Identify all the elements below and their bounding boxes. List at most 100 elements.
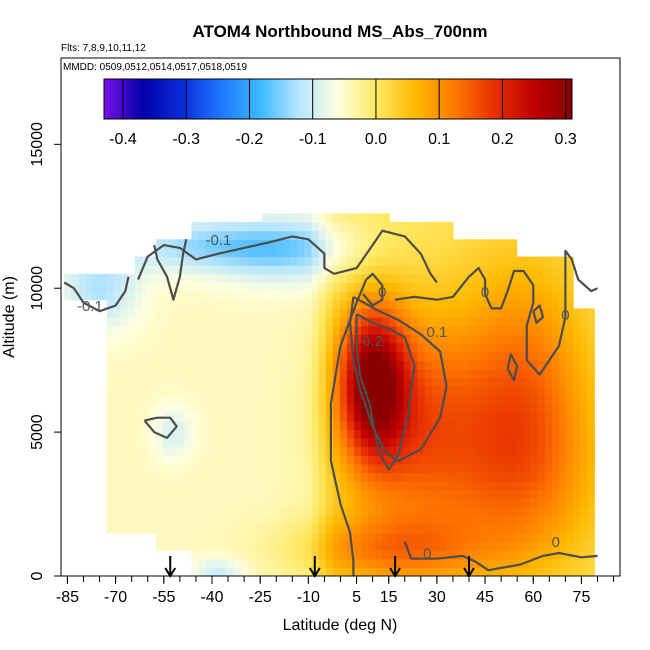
heat-cell [544, 282, 553, 292]
colorbar-tick-label: 0.1 [428, 131, 450, 148]
heat-cell [233, 455, 242, 465]
heat-cell [403, 291, 412, 301]
heat-cell [92, 273, 101, 284]
heat-cell [191, 351, 200, 361]
heat-cell [276, 498, 284, 508]
heat-cell [170, 524, 178, 534]
heat-cell [325, 291, 334, 301]
heat-cell [537, 446, 546, 456]
heat-cell [269, 239, 277, 249]
heat-cell [332, 342, 341, 353]
heat-cell [537, 299, 546, 309]
heat-cell [587, 498, 595, 508]
heat-cell [431, 317, 440, 327]
heat-cell [141, 489, 150, 499]
heat-cell [198, 403, 207, 413]
heat-cell [156, 325, 164, 335]
heat-cell [361, 213, 369, 223]
heat-cell [127, 429, 136, 439]
heat-cell [509, 481, 518, 491]
heat-cell [551, 282, 560, 292]
heat-cell [558, 506, 567, 517]
heat-cell [389, 394, 397, 404]
heat-cell [106, 472, 115, 482]
heat-cell [233, 420, 242, 430]
heat-cell [417, 524, 426, 534]
heat-cell [163, 446, 171, 456]
heat-cell [262, 498, 270, 508]
heat-cell [120, 308, 129, 318]
heat-cell [311, 291, 320, 301]
heat-cell [113, 515, 122, 525]
heat-cell [580, 515, 588, 525]
heat-cell [269, 506, 277, 517]
heat-cell [198, 515, 207, 525]
heat-cell [233, 377, 242, 387]
heat-cell [474, 291, 482, 301]
heat-cell [537, 334, 546, 344]
heat-cell [318, 230, 327, 240]
heat-cell [106, 463, 115, 473]
heat-cell [452, 403, 461, 413]
heat-cell [269, 256, 277, 266]
heat-cell [120, 437, 129, 448]
heat-cell [431, 437, 440, 448]
heat-cell [460, 420, 468, 430]
heat-cell [417, 273, 426, 284]
heat-cell [474, 273, 482, 284]
heat-cell [262, 446, 270, 456]
heat-cell [141, 282, 150, 292]
heat-cell [318, 342, 327, 353]
heat-cell [163, 532, 171, 543]
heat-cell [283, 265, 291, 275]
heat-cell [396, 351, 405, 361]
heat-cell [403, 265, 412, 275]
heat-cell [198, 481, 207, 491]
heat-cell [438, 489, 447, 499]
heat-cell [255, 360, 263, 370]
heat-cell [233, 429, 242, 439]
heat-cell [127, 455, 136, 465]
heat-cell [353, 403, 362, 413]
heat-cell [382, 558, 390, 568]
heat-cell [368, 368, 376, 379]
heat-cell [276, 524, 284, 534]
heat-cell [226, 334, 235, 344]
heat-cell [488, 377, 496, 387]
heat-cell [544, 386, 553, 396]
heat-cell [325, 455, 334, 465]
heat-cell [219, 524, 228, 534]
heat-cell [516, 403, 525, 413]
heat-cell [141, 317, 150, 327]
heat-cell [120, 481, 129, 491]
heat-cell [170, 334, 178, 344]
heat-cell [311, 550, 320, 560]
heat-cell [198, 273, 207, 284]
heat-cell [523, 481, 532, 491]
heat-cell [488, 360, 496, 370]
heat-cell [149, 403, 157, 413]
heat-cell [170, 308, 178, 318]
heat-cell [474, 247, 482, 258]
heat-cell [269, 325, 277, 335]
heat-cell [410, 308, 419, 318]
heat-cell [325, 360, 334, 370]
heat-cell [410, 541, 419, 551]
heat-cell [325, 282, 334, 292]
heat-cell [198, 429, 207, 439]
heat-cell [127, 481, 136, 491]
heat-cell [262, 455, 270, 465]
heat-cell [551, 429, 560, 439]
heat-cell [163, 481, 171, 491]
heat-cell [558, 282, 567, 292]
heat-cell [353, 420, 362, 430]
heat-cell [452, 282, 461, 292]
heat-cell [488, 308, 496, 318]
heat-cell [438, 429, 447, 439]
heat-cell [198, 394, 207, 404]
heat-cell [587, 524, 595, 534]
heat-cell [247, 515, 256, 525]
heat-cell [113, 342, 122, 353]
heat-cell [481, 411, 489, 422]
heat-cell [495, 342, 504, 353]
